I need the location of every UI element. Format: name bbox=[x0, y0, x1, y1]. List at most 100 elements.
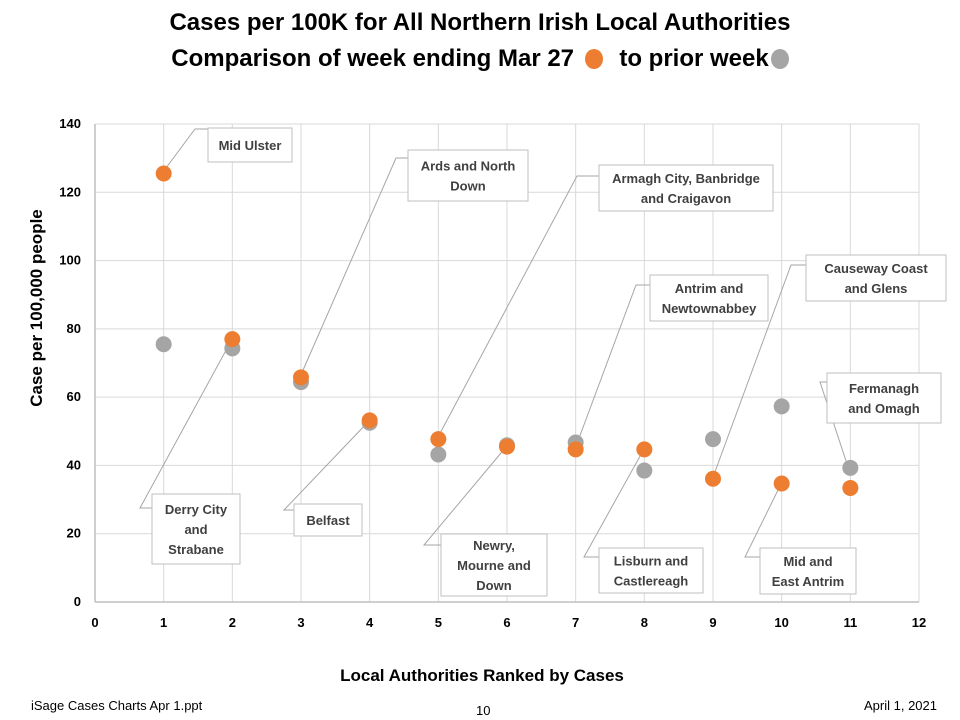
current-week-point bbox=[499, 438, 515, 455]
callout-text: Belfast bbox=[306, 513, 350, 528]
current-week-point bbox=[636, 441, 653, 458]
callout-text: and Omagh bbox=[848, 401, 920, 416]
callout-label: Mid and East Antrim bbox=[759, 547, 857, 595]
x-tick-label: 6 bbox=[503, 615, 510, 630]
callout-box bbox=[805, 254, 947, 302]
y-tick-label: 100 bbox=[59, 253, 81, 268]
prior-week-point bbox=[430, 446, 447, 463]
callout-box bbox=[598, 547, 704, 594]
callout-leader-line bbox=[436, 175, 599, 440]
current-week-point bbox=[705, 470, 721, 487]
callout-box bbox=[649, 274, 769, 322]
current-week-marker-icon bbox=[584, 49, 603, 69]
callout-text: Mid and bbox=[783, 554, 832, 569]
callout-leader-line bbox=[162, 128, 208, 173]
callout-label: Antrim and Newtownabbey bbox=[649, 274, 769, 322]
callout-leader-line bbox=[282, 420, 370, 511]
callout-text: Derry City bbox=[165, 502, 228, 517]
y-tick-label: 0 bbox=[74, 594, 81, 609]
current-week-point bbox=[430, 431, 447, 448]
callout-leader-line bbox=[139, 342, 231, 509]
callout-box bbox=[293, 503, 363, 537]
x-tick-label: 12 bbox=[912, 615, 926, 630]
callout-text: Strabane bbox=[168, 542, 224, 557]
prior-week-point bbox=[773, 398, 790, 415]
callout-text: Newtownabbey bbox=[662, 301, 757, 316]
callout-label: Ards and North Down bbox=[407, 149, 529, 202]
callout-leader-line bbox=[299, 157, 408, 378]
callout-leader-line bbox=[744, 483, 782, 558]
callout-leader-line bbox=[574, 284, 650, 450]
callout-label: Newry, Mourne and Down bbox=[440, 533, 548, 597]
prior-week-point bbox=[636, 462, 653, 479]
x-axis-label: Local Authorities Ranked by Cases bbox=[340, 666, 624, 685]
callout-text: and bbox=[184, 522, 207, 537]
callout-text: Down bbox=[450, 179, 485, 194]
callout-text: Fermanagh bbox=[849, 381, 919, 396]
callout-leader-line bbox=[422, 446, 507, 546]
callout-box bbox=[407, 149, 529, 202]
footer-page-number: 10 bbox=[476, 703, 491, 718]
x-tick-label: 1 bbox=[160, 615, 167, 630]
callout-text: Armagh City, Banbridge bbox=[612, 171, 760, 186]
callout-text: Lisburn and bbox=[614, 554, 688, 569]
x-tick-label: 10 bbox=[774, 615, 788, 630]
x-tick-label: 9 bbox=[709, 615, 716, 630]
prior-week-point bbox=[842, 459, 859, 476]
callout-leader-line bbox=[583, 448, 645, 558]
callout-box bbox=[826, 372, 942, 424]
chart-title-prefix: Comparison of week ending Mar 27 bbox=[171, 45, 575, 72]
callout-text: Castlereagh bbox=[614, 574, 688, 589]
x-tick-label: 5 bbox=[435, 615, 442, 630]
chart-title-line1: Cases per 100K for All Northern Irish Lo… bbox=[169, 9, 791, 36]
y-tick-label: 120 bbox=[59, 184, 81, 199]
chart-title-suffix: to prior week bbox=[619, 45, 769, 72]
callout-label: Mid Ulster bbox=[207, 127, 293, 163]
callout-text: Newry, bbox=[473, 538, 515, 553]
current-week-point bbox=[773, 475, 790, 492]
prior-week-marker-icon bbox=[770, 49, 789, 69]
callout-text: Mourne and bbox=[457, 558, 531, 573]
current-week-point bbox=[293, 369, 309, 386]
callout-label: Lisburn and Castlereagh bbox=[598, 547, 704, 594]
callout-box bbox=[440, 533, 548, 597]
current-week-point bbox=[155, 165, 172, 182]
callout-label: Causeway Coast and Glens bbox=[805, 254, 947, 302]
y-tick-label: 140 bbox=[59, 116, 81, 131]
x-tick-label: 7 bbox=[572, 615, 579, 630]
callout-text: and Craigavon bbox=[641, 191, 731, 206]
x-tick-label: 8 bbox=[641, 615, 648, 630]
callout-leader-line bbox=[711, 264, 806, 481]
current-week-point bbox=[842, 479, 859, 496]
callout-box bbox=[207, 127, 293, 163]
callout-label: Fermanagh and Omagh bbox=[826, 372, 942, 424]
y-tick-label: 80 bbox=[67, 321, 81, 336]
callout-text: Antrim and bbox=[675, 281, 744, 296]
x-tick-label: 0 bbox=[91, 615, 98, 630]
callout-text: Ards and North bbox=[421, 159, 516, 174]
callout-label: Derry City and Strabane bbox=[151, 493, 241, 565]
callout-box bbox=[598, 164, 774, 212]
chart-title-line2: Comparison of week ending Mar 27 to prio… bbox=[0, 44, 960, 74]
footer-date: April 1, 2021 bbox=[864, 698, 937, 713]
y-tick-label: 40 bbox=[67, 457, 81, 472]
y-tick-label: 20 bbox=[67, 526, 81, 541]
current-week-point bbox=[361, 412, 378, 429]
prior-week-point bbox=[705, 431, 721, 448]
footer-filename: iSage Cases Charts Apr 1.ppt bbox=[31, 698, 203, 713]
callout-text: East Antrim bbox=[772, 574, 844, 589]
callout-box bbox=[151, 493, 241, 565]
x-tick-label: 11 bbox=[843, 615, 857, 630]
callout-text: Mid Ulster bbox=[219, 138, 282, 153]
current-week-point bbox=[567, 441, 584, 458]
callout-box bbox=[759, 547, 857, 595]
x-tick-label: 3 bbox=[297, 615, 304, 630]
current-week-point bbox=[224, 331, 241, 348]
callout-text: and Glens bbox=[845, 281, 908, 296]
callout-label: Belfast bbox=[293, 503, 363, 537]
y-tick-label: 60 bbox=[67, 389, 81, 404]
callout-label: Armagh City, Banbridge and Craigavon bbox=[598, 164, 774, 212]
callout-leader-line bbox=[819, 381, 851, 474]
callout-text: Causeway Coast bbox=[824, 261, 928, 276]
